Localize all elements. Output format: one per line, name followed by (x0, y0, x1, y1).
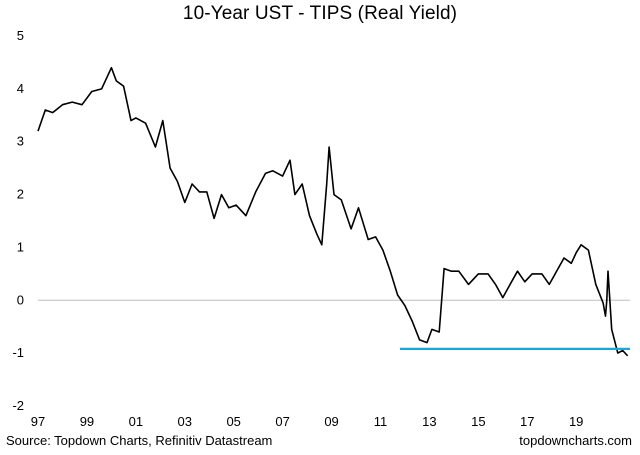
x-axis-labels: 97 99 01 03 05 07 09 11 13 15 17 19 (31, 414, 584, 429)
y-tick-label: 1 (17, 239, 24, 254)
y-tick-label: -2 (12, 398, 24, 413)
x-tick-label: 17 (520, 414, 534, 429)
y-tick-label: 4 (17, 81, 24, 96)
y-tick-label: 3 (17, 134, 24, 149)
x-tick-label: 97 (31, 414, 45, 429)
x-tick-label: 15 (471, 414, 485, 429)
series-layer (37, 66, 630, 357)
x-tick-label: 01 (129, 414, 143, 429)
real-yield-line (37, 66, 629, 357)
x-tick-label: 11 (374, 414, 388, 429)
x-tick-label: 99 (80, 414, 94, 429)
y-tick-label: 5 (17, 28, 24, 43)
x-tick-label: 03 (178, 414, 192, 429)
site-credit: topdowncharts.com (519, 433, 632, 448)
y-tick-label: 2 (17, 187, 24, 202)
source-note: Source: Topdown Charts, Refinitiv Datast… (6, 433, 273, 448)
chart-title: 10-Year UST - TIPS (Real Yield) (182, 3, 458, 24)
y-tick-label: 0 (17, 292, 24, 307)
x-tick-label: 09 (324, 414, 338, 429)
x-tick-label: 07 (275, 414, 289, 429)
y-axis-labels: 5 4 3 2 1 0 -1 -2 (12, 28, 24, 413)
x-tick-label: 19 (569, 414, 583, 429)
x-tick-label: 05 (226, 414, 240, 429)
x-tick-label: 13 (422, 414, 436, 429)
y-tick-label: -1 (12, 345, 24, 360)
